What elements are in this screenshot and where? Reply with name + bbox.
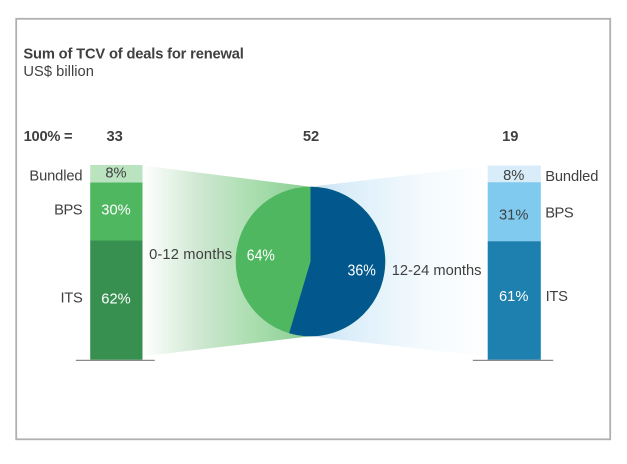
svg-text:Sum of TCV of deals for renewa: Sum of TCV of deals for renewal [23,47,244,63]
svg-text:36%: 36% [348,263,376,280]
svg-text:31%: 31% [499,207,528,223]
svg-text:Bundled: Bundled [29,169,82,185]
svg-text:0-12 months: 0-12 months [149,247,232,263]
svg-text:64%: 64% [247,248,275,265]
svg-text:30%: 30% [101,203,130,219]
svg-text:33: 33 [107,129,123,145]
svg-text:ITS: ITS [546,289,569,305]
svg-text:Bundled: Bundled [545,169,598,185]
svg-text:BPS: BPS [54,203,83,219]
svg-text:BPS: BPS [545,206,574,222]
svg-text:ITS: ITS [61,291,84,307]
svg-text:61%: 61% [499,289,528,305]
svg-text:US$ billion: US$ billion [23,64,94,80]
svg-text:62%: 62% [101,292,130,308]
svg-text:8%: 8% [105,166,126,182]
svg-text:8%: 8% [503,168,524,184]
svg-text:52: 52 [303,129,319,145]
svg-text:100% =: 100% = [24,129,73,145]
svg-text:19: 19 [502,129,518,145]
svg-text:12-24 months: 12-24 months [392,263,482,279]
